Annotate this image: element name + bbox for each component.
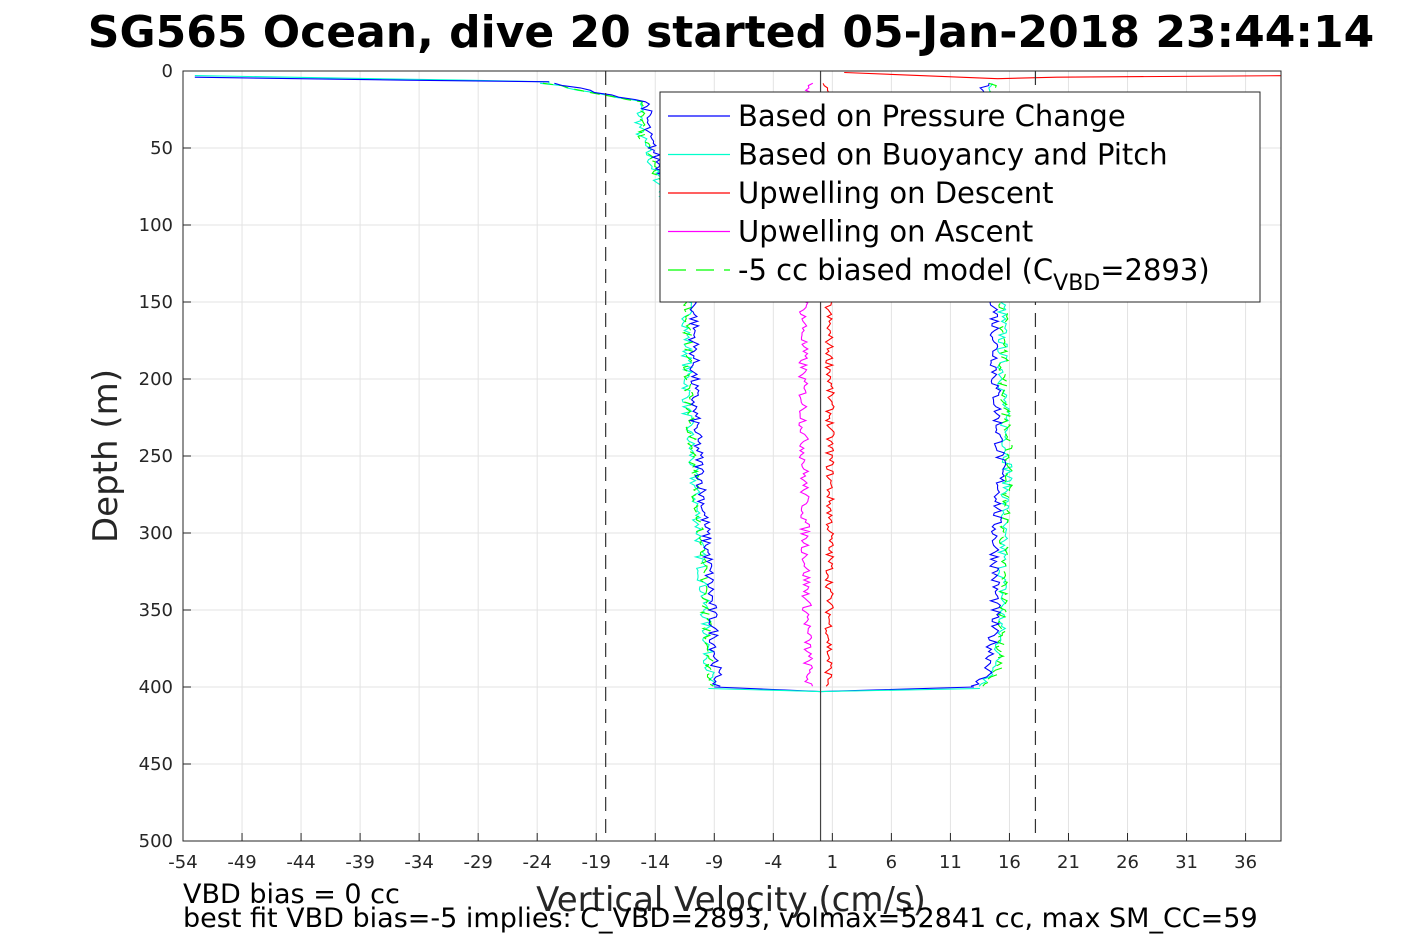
footnote-vbd-bias: VBD bias = 0 cc — [183, 879, 400, 910]
x-tick-label: -49 — [227, 852, 256, 873]
x-tick-label: -14 — [641, 852, 670, 873]
x-tick-label: -34 — [404, 852, 433, 873]
x-tick-label: -54 — [168, 852, 197, 873]
x-tick-label: -29 — [463, 852, 492, 873]
y-tick-label: 250 — [139, 446, 173, 467]
y-tick-label: 300 — [139, 523, 173, 544]
x-tick-label: -4 — [764, 852, 782, 873]
x-tick-label: 26 — [1116, 852, 1139, 873]
legend-label: Upwelling on Descent — [738, 176, 1054, 210]
y-tick-label: 500 — [139, 831, 173, 852]
x-tick-label: 36 — [1234, 852, 1257, 873]
x-tick-label: -39 — [345, 852, 374, 873]
y-tick-label: 450 — [139, 754, 173, 775]
x-tick-label: 11 — [939, 852, 962, 873]
legend-label: Based on Pressure Change — [738, 99, 1126, 133]
y-tick-labels: 0 50 100 150 200 250 300 350 400 450 500 — [139, 61, 191, 852]
series-buoyancy-descent — [540, 82, 717, 687]
x-tick-label: 31 — [1175, 852, 1198, 873]
chart-title: SG565 Ocean, dive 20 started 05-Jan-2018… — [88, 7, 1374, 58]
legend-label: Based on Buoyancy and Pitch — [738, 138, 1168, 172]
series-model-ascent — [982, 82, 1014, 687]
legend-label-suffix: =2893) — [1100, 253, 1209, 287]
x-tick-label: 21 — [1057, 852, 1080, 873]
legend: Based on Pressure Change Based on Buoyanc… — [659, 91, 1261, 303]
legend-box — [659, 91, 1261, 303]
x-tick-label: 16 — [998, 852, 1021, 873]
x-axis-label: Vertical Velocity (cm/s) — [536, 880, 926, 920]
legend-label-prefix: -5 cc biased model (C — [738, 253, 1053, 287]
y-tick-label: 50 — [150, 138, 173, 159]
series-surface-spike-blue — [194, 76, 550, 83]
x-tick-label: -44 — [286, 852, 315, 873]
y-tick-label: 0 — [162, 61, 173, 82]
x-tick-labels: -54 -49 -44 -39 -34 -29 -24 -19 -14 -9 -4 1 6 11 16 21 2… — [168, 833, 1257, 873]
x-tick-label: -19 — [582, 852, 611, 873]
y-tick-label: 200 — [139, 369, 173, 390]
series-surface-spike-red — [844, 71, 1281, 80]
legend-label: Upwelling on Ascent — [738, 215, 1033, 249]
y-tick-label: 150 — [139, 292, 173, 313]
x-tick-label: -24 — [522, 852, 551, 873]
y-axis-label: Depth (m) — [86, 369, 126, 543]
y-tick-label: 400 — [139, 677, 173, 698]
x-tick-label: 6 — [886, 852, 897, 873]
x-tick-label: -9 — [705, 852, 723, 873]
x-tick-label: 1 — [827, 852, 838, 873]
y-tick-label: 350 — [139, 600, 173, 621]
y-tick-label: 100 — [139, 215, 173, 236]
footnote-best-fit: best fit VBD bias=-5 implies: C_VBD=2893… — [183, 903, 1258, 934]
legend-label-subscript: VBD — [1053, 271, 1100, 296]
legend-label: -5 cc biased model (CVBD=2893) — [738, 253, 1210, 296]
